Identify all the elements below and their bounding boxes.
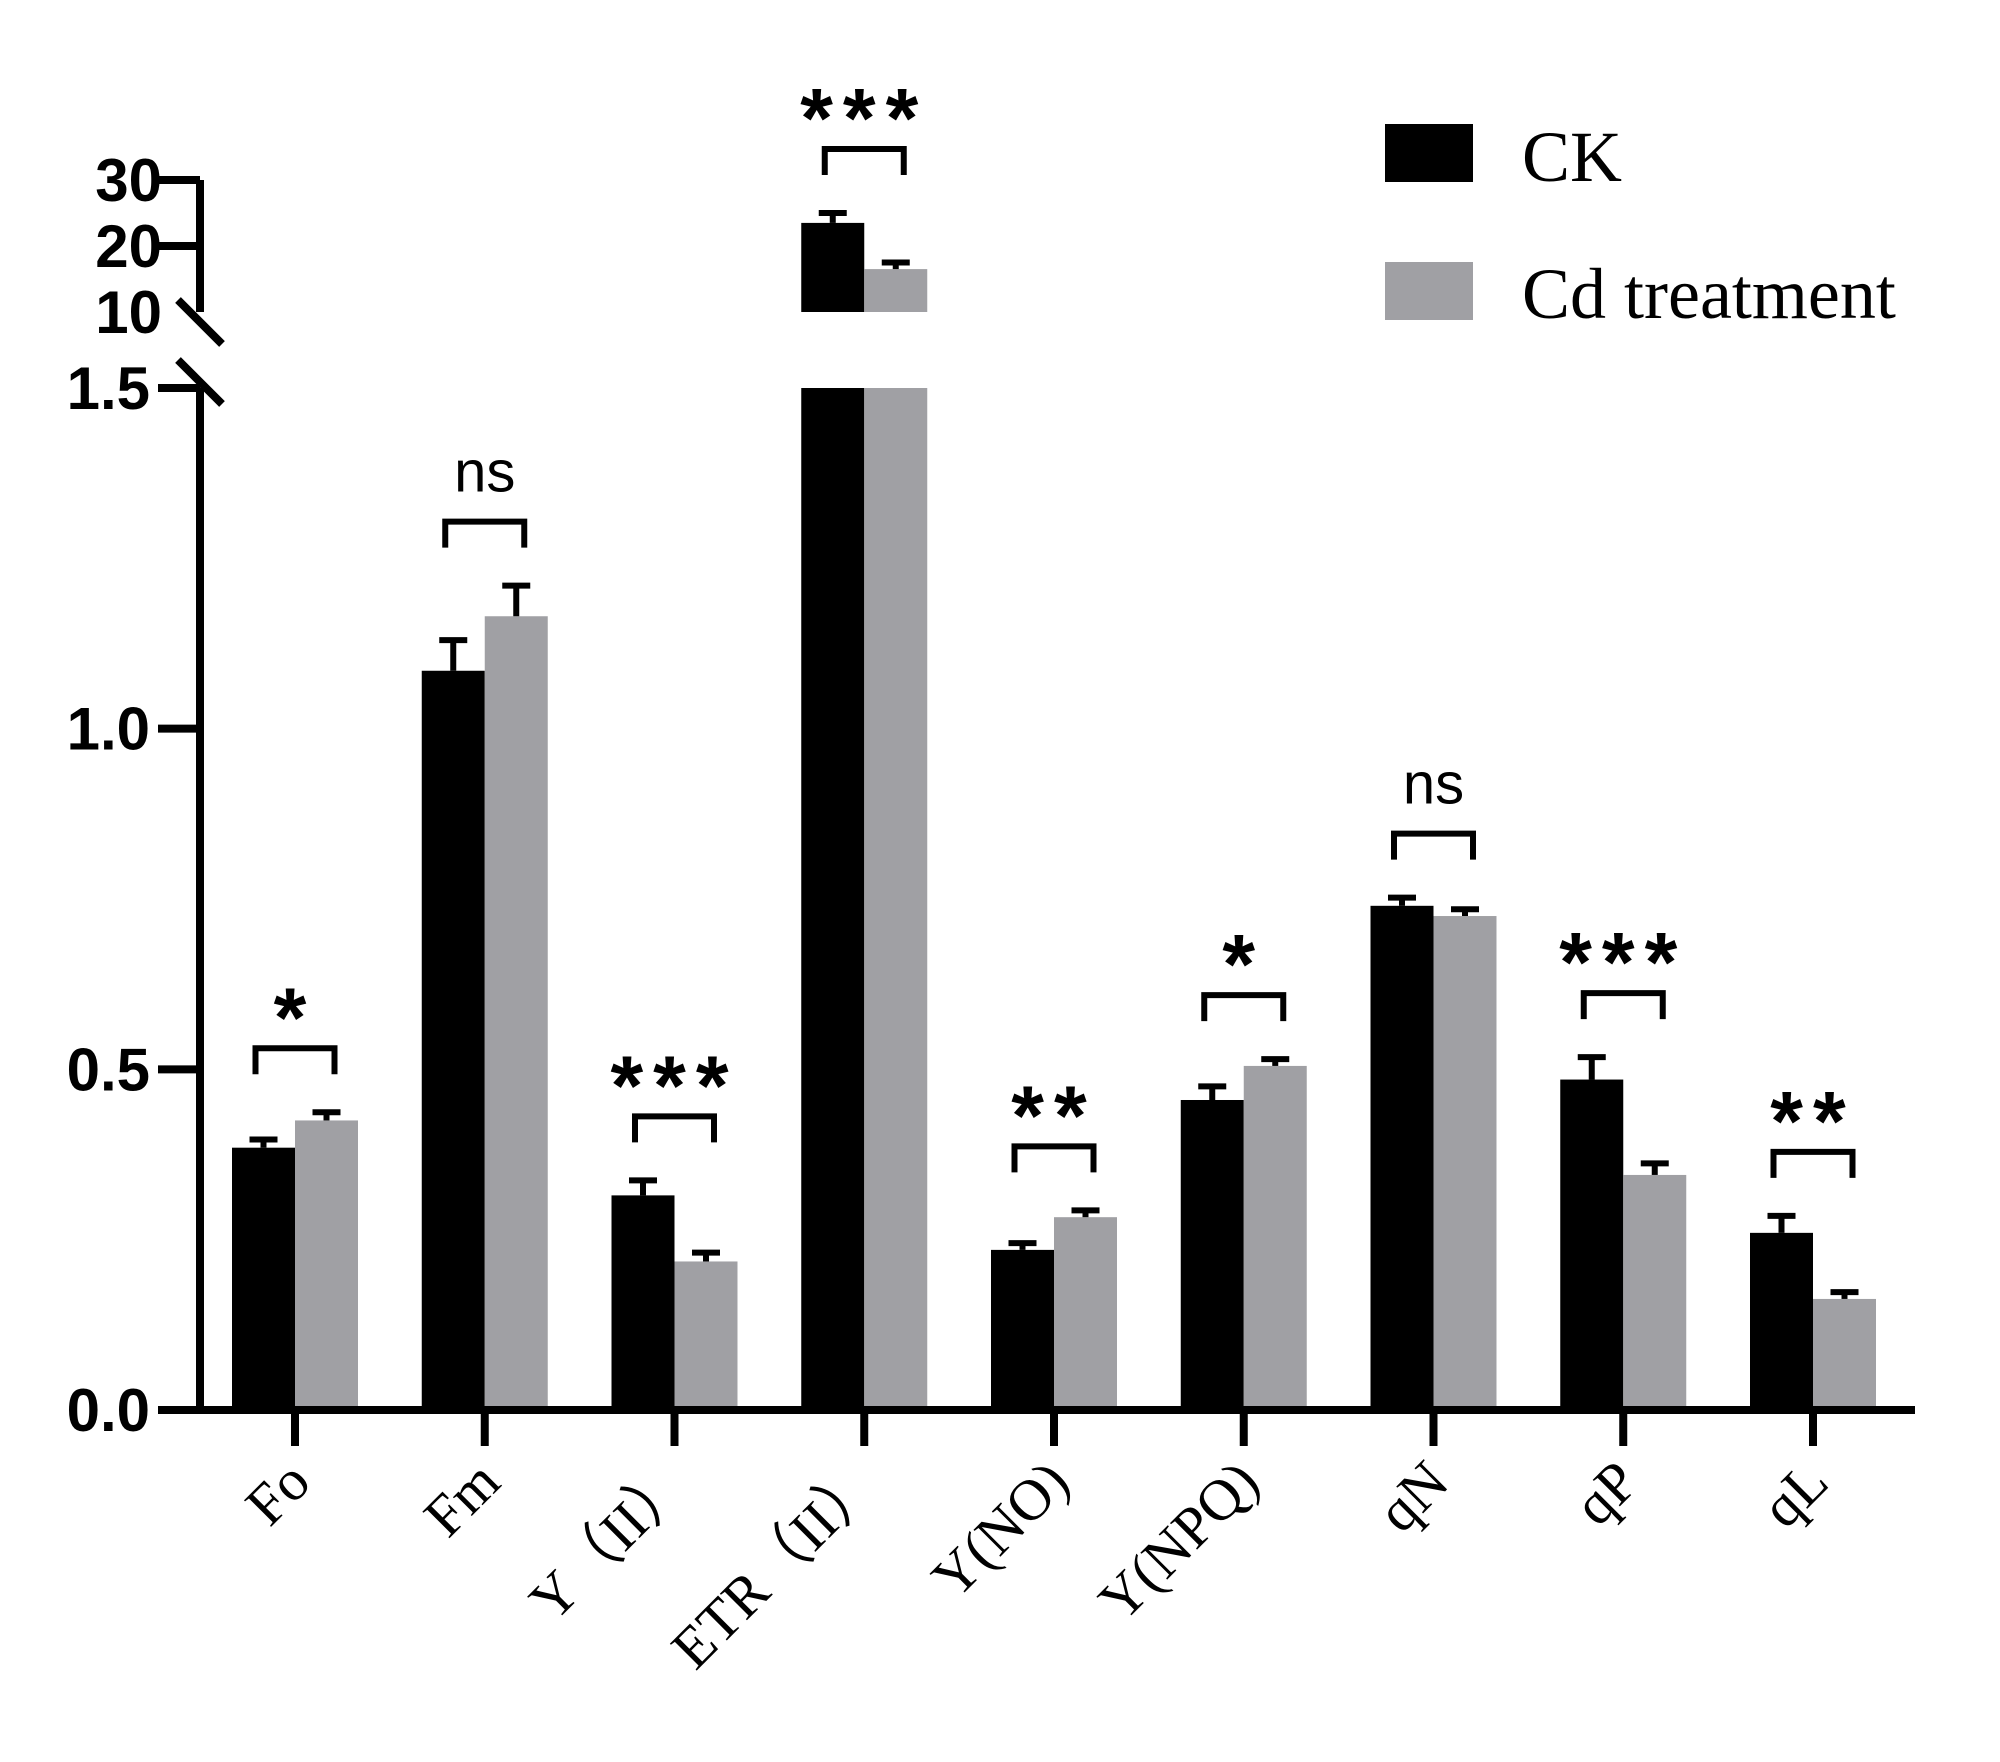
x-tick-label: ETR（II）	[659, 1448, 892, 1681]
legend-label-cd: Cd treatment	[1522, 254, 1896, 334]
significance-label: ***	[610, 1038, 738, 1132]
significance-bracket	[1201, 992, 1287, 1022]
bar-cd	[1623, 1174, 1687, 1410]
bar-cd	[1054, 1217, 1117, 1410]
axis-break-mark	[175, 357, 225, 407]
bar-ck	[1180, 1099, 1244, 1410]
x-tick-label: qN	[1365, 1448, 1461, 1544]
bar-cd	[484, 616, 548, 1410]
bar-ck	[1560, 1079, 1624, 1410]
significance-bracket	[252, 1045, 338, 1075]
bar-cd	[674, 1261, 738, 1410]
error-bars-layer	[249, 210, 1859, 1299]
bar-cd	[295, 1120, 358, 1410]
significance-bracket	[632, 1113, 717, 1143]
bar-cd-lower	[864, 388, 928, 1410]
legend-swatch-ck	[1385, 124, 1473, 182]
significance-layer: *ns*********ns*****	[252, 71, 1856, 1178]
bar-ck-upper	[801, 222, 865, 312]
y-tick-label: 1.5	[67, 355, 150, 422]
significance-bracket	[1391, 830, 1476, 860]
y-tick-label: 20	[95, 213, 162, 280]
x-labels-layer: Fo Fm Y（II）ETR（II） Y(NO) Y(NPQ) qN qP qL	[233, 1448, 1840, 1681]
bar-ck	[1750, 1232, 1813, 1410]
x-tick-label: Y（II）	[517, 1448, 702, 1633]
significance-label: *	[1222, 917, 1265, 1011]
x-tick-label: qL	[1749, 1448, 1841, 1540]
significance-bracket	[442, 518, 528, 548]
significance-bracket	[821, 146, 907, 175]
significance-label: **	[1011, 1068, 1096, 1162]
legend: CK Cd treatment	[1385, 117, 1896, 334]
legend-label-ck: CK	[1522, 117, 1622, 197]
bar-ck	[232, 1147, 295, 1410]
significance-label: ns	[454, 440, 515, 505]
bar-ck	[991, 1249, 1054, 1410]
x-tick-label: Y(NPQ)	[1086, 1448, 1271, 1633]
y-tick-label: 10	[95, 279, 162, 346]
x-tick-label: qP	[1561, 1448, 1650, 1537]
y-tick-label: 1.0	[67, 696, 150, 763]
bar-ck	[1370, 905, 1434, 1410]
significance-bracket	[1770, 1148, 1856, 1178]
significance-label: ***	[1559, 915, 1687, 1009]
legend-swatch-cd	[1385, 262, 1473, 320]
bars-layer	[232, 222, 1876, 1410]
significance-bracket	[1011, 1143, 1097, 1173]
x-tick-label: Fo	[233, 1448, 322, 1537]
y-tick-label: 0.5	[67, 1036, 150, 1103]
x-tick-label: Fm	[411, 1448, 512, 1549]
axis-break-mark	[175, 297, 225, 347]
significance-label: ***	[800, 71, 928, 165]
bar-ck	[611, 1195, 675, 1410]
bar-cd	[1813, 1298, 1876, 1410]
y-tick-label: 0.0	[67, 1377, 150, 1444]
bar-cd	[1243, 1065, 1307, 1410]
significance-label: *	[274, 970, 317, 1064]
bar-ck	[421, 670, 485, 1410]
bar-ck-lower	[801, 388, 865, 1410]
significance-label: **	[1770, 1074, 1855, 1168]
x-tick-label: Y(NO)	[919, 1448, 1081, 1610]
bar-cd	[1433, 916, 1497, 1410]
significance-bracket	[1580, 990, 1666, 1020]
y-tick-label: 30	[95, 147, 162, 214]
bar-cd-upper	[864, 269, 928, 312]
significance-label: ns	[1403, 752, 1464, 817]
